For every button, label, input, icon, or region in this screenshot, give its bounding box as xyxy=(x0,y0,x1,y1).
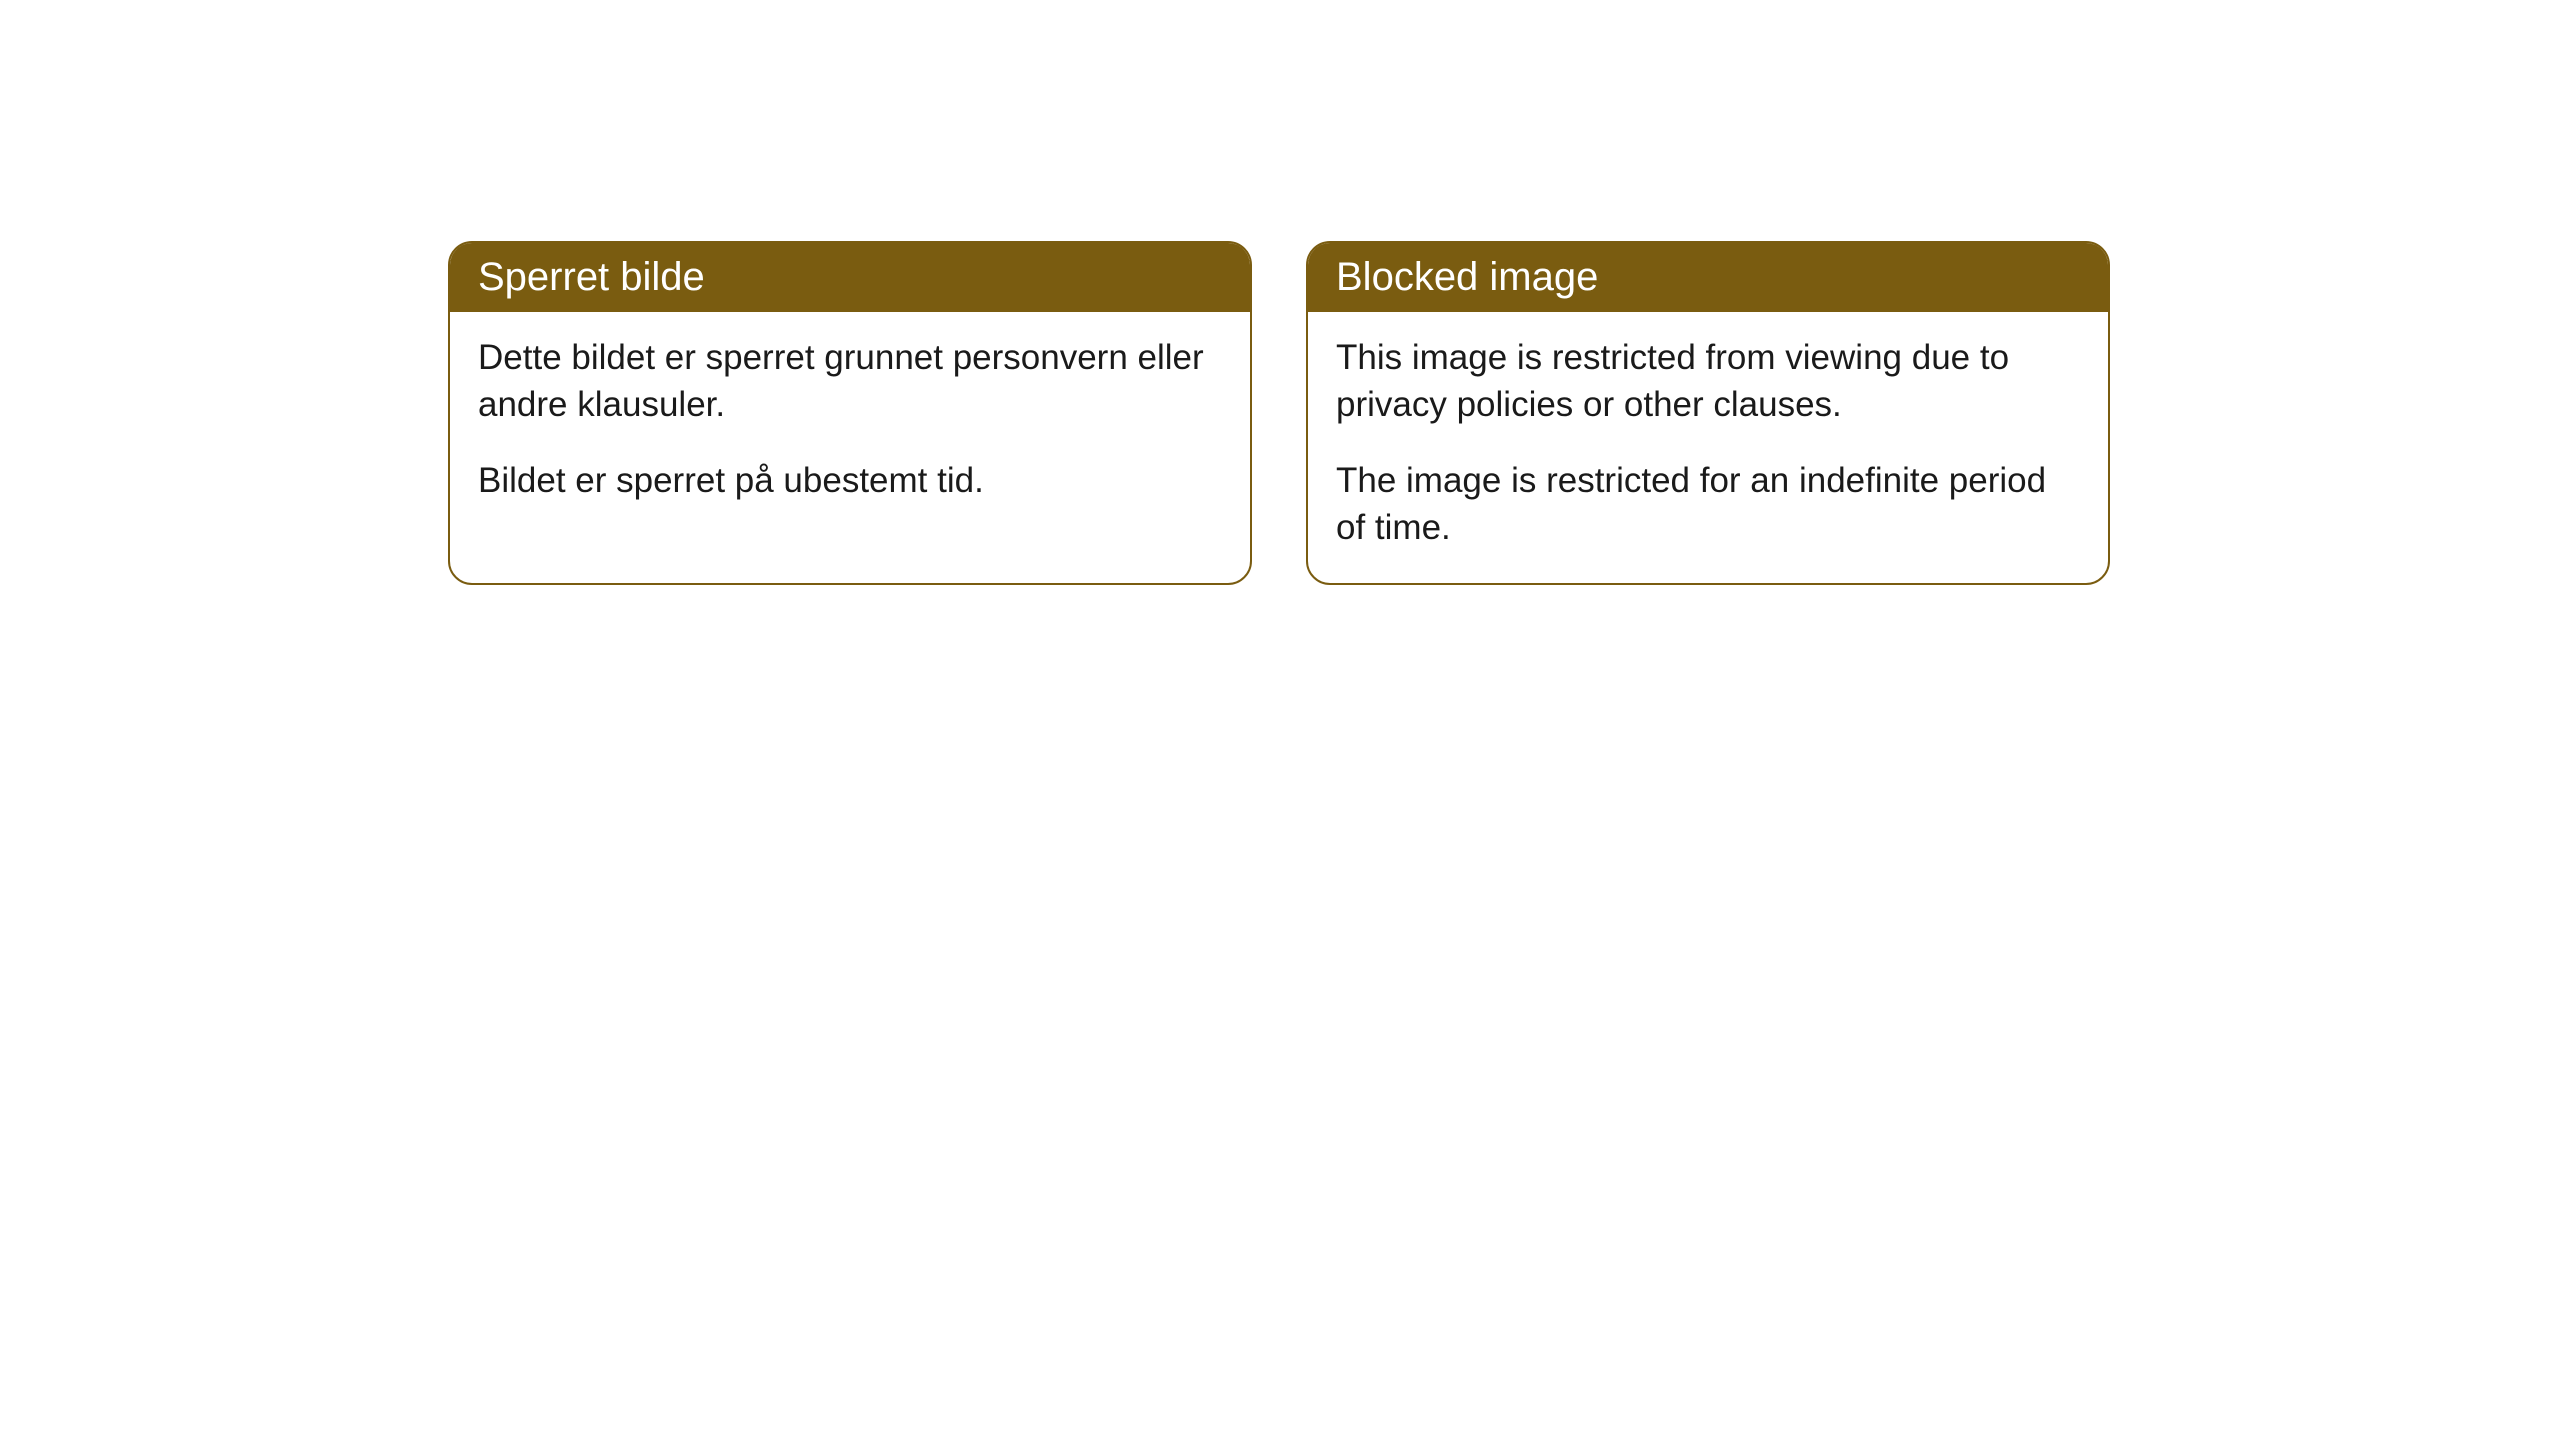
card-paragraph: Dette bildet er sperret grunnet personve… xyxy=(478,334,1222,429)
card-paragraph: Bildet er sperret på ubestemt tid. xyxy=(478,457,1222,504)
card-paragraph: The image is restricted for an indefinit… xyxy=(1336,457,2080,552)
cards-container: Sperret bilde Dette bildet er sperret gr… xyxy=(0,0,2560,585)
card-body-norwegian: Dette bildet er sperret grunnet personve… xyxy=(450,312,1250,536)
card-english: Blocked image This image is restricted f… xyxy=(1306,241,2110,585)
card-paragraph: This image is restricted from viewing du… xyxy=(1336,334,2080,429)
card-title-norwegian: Sperret bilde xyxy=(450,243,1250,312)
card-norwegian: Sperret bilde Dette bildet er sperret gr… xyxy=(448,241,1252,585)
card-title-english: Blocked image xyxy=(1308,243,2108,312)
card-body-english: This image is restricted from viewing du… xyxy=(1308,312,2108,583)
